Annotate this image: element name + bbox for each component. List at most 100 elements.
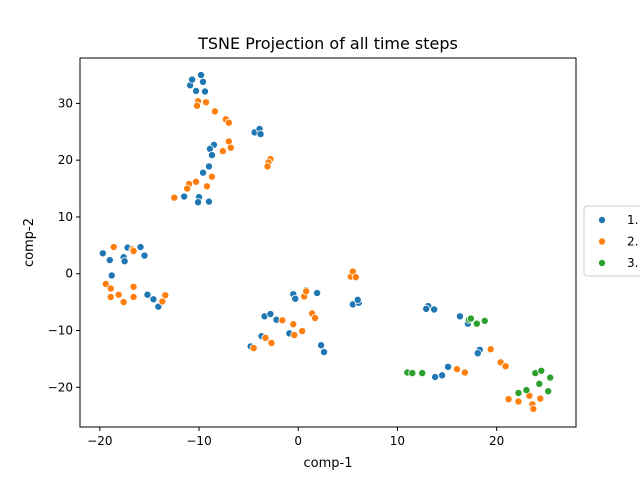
- data-points: [98, 71, 555, 413]
- series-1-point: [120, 257, 129, 266]
- y-tick-label: 20: [58, 153, 73, 167]
- y-tick-label: −10: [48, 323, 73, 337]
- series-1-point: [430, 305, 439, 314]
- series-1-point: [197, 71, 206, 80]
- series-2-point: [170, 193, 179, 202]
- series-2-point: [129, 247, 138, 256]
- legend-items: 1. 2. 3.: [598, 213, 638, 270]
- series-2-point: [192, 177, 201, 186]
- series-2-point: [226, 143, 235, 152]
- series-2-point: [158, 297, 167, 306]
- series-1-point: [194, 198, 203, 207]
- y-tick-label: 10: [58, 210, 73, 224]
- series-2-point: [302, 287, 311, 296]
- legend-marker: [598, 237, 607, 246]
- series-1-point: [136, 243, 145, 252]
- series-2-point: [129, 282, 138, 291]
- series-1-point: [192, 86, 201, 95]
- series-2-point: [504, 395, 513, 404]
- series-1-point: [313, 289, 322, 298]
- series-3-point: [418, 369, 427, 378]
- series-1-point: [422, 304, 431, 313]
- series-2-point: [249, 344, 258, 353]
- series-1-point: [320, 348, 329, 357]
- series-3-point: [408, 369, 417, 378]
- series-3-point: [544, 387, 553, 396]
- series-2-point: [298, 327, 307, 336]
- series-2-point: [514, 397, 523, 406]
- y-tick-label: 0: [65, 267, 73, 281]
- legend: 1. 2. 3.: [583, 205, 640, 277]
- series-3-point: [472, 319, 481, 328]
- series-2-point: [452, 365, 461, 374]
- series-1-point: [266, 310, 275, 319]
- legend-label: 2.: [627, 235, 638, 249]
- series-2-point: [129, 292, 138, 301]
- y-tick-label: −20: [48, 380, 73, 394]
- series-2-point: [183, 184, 192, 193]
- series-2-point: [201, 98, 210, 107]
- series-1-point: [256, 130, 265, 139]
- series-1-point: [204, 162, 213, 171]
- legend-marker: [598, 215, 607, 224]
- series-2-point: [289, 320, 298, 329]
- x-tick-label: −20: [87, 434, 112, 448]
- legend-marker: [598, 258, 607, 267]
- y-axis-ticks: −20 −10 0 10 20 30: [48, 96, 80, 394]
- series-3-point: [546, 373, 555, 382]
- series-2-point: [536, 394, 545, 403]
- series-2-point: [529, 404, 538, 413]
- series-1-point: [204, 197, 213, 206]
- plot-area: [79, 57, 577, 428]
- series-2-point: [101, 279, 110, 288]
- series-2-point: [106, 284, 115, 293]
- legend-label: 3.: [627, 256, 638, 270]
- series-3-point: [537, 366, 546, 375]
- series-2-point: [311, 314, 320, 323]
- series-2-point: [460, 368, 469, 377]
- series-2-point: [109, 243, 118, 252]
- plot-frame: [79, 57, 577, 428]
- series-2-point: [351, 273, 360, 282]
- series-2-point: [114, 290, 123, 299]
- series-3-point: [466, 314, 475, 323]
- series-1-point: [199, 168, 208, 177]
- x-axis-label: comp-1: [304, 456, 353, 471]
- series-2-point: [278, 316, 287, 325]
- series-2-point: [501, 362, 510, 371]
- series-2-point: [267, 338, 276, 347]
- legend-box: [583, 205, 640, 277]
- series-1-point: [438, 371, 447, 380]
- y-axis-label: comp-2: [22, 218, 37, 267]
- series-2-point: [486, 345, 495, 354]
- series-1-point: [180, 192, 189, 201]
- series-1-point: [143, 290, 152, 299]
- y-tick-label: 30: [58, 96, 73, 110]
- series-1-point: [317, 341, 326, 350]
- series-1-point: [105, 256, 114, 265]
- series-1-point: [431, 373, 440, 382]
- series-3-point: [535, 379, 544, 388]
- series-2-point: [290, 331, 299, 340]
- series-1-point: [455, 312, 464, 321]
- x-tick-label: 10: [390, 434, 405, 448]
- series-3-point: [514, 388, 523, 397]
- series-1-point: [353, 295, 362, 304]
- x-tick-label: 20: [489, 434, 504, 448]
- series-2-point: [261, 333, 270, 342]
- series-1-point: [199, 77, 208, 86]
- series-1-point: [444, 362, 453, 371]
- x-tick-label: 0: [294, 434, 302, 448]
- series-1-point: [149, 295, 158, 304]
- series-2-point: [207, 172, 216, 181]
- series-1-point: [200, 87, 209, 96]
- series-1-point: [473, 349, 482, 358]
- series-1-point: [140, 251, 149, 260]
- series-2-point: [193, 101, 202, 110]
- series-2-point: [106, 292, 115, 301]
- series-2-point: [119, 298, 128, 307]
- x-tick-label: −10: [186, 434, 211, 448]
- series-3-point: [522, 386, 531, 395]
- series-1-point: [291, 294, 300, 303]
